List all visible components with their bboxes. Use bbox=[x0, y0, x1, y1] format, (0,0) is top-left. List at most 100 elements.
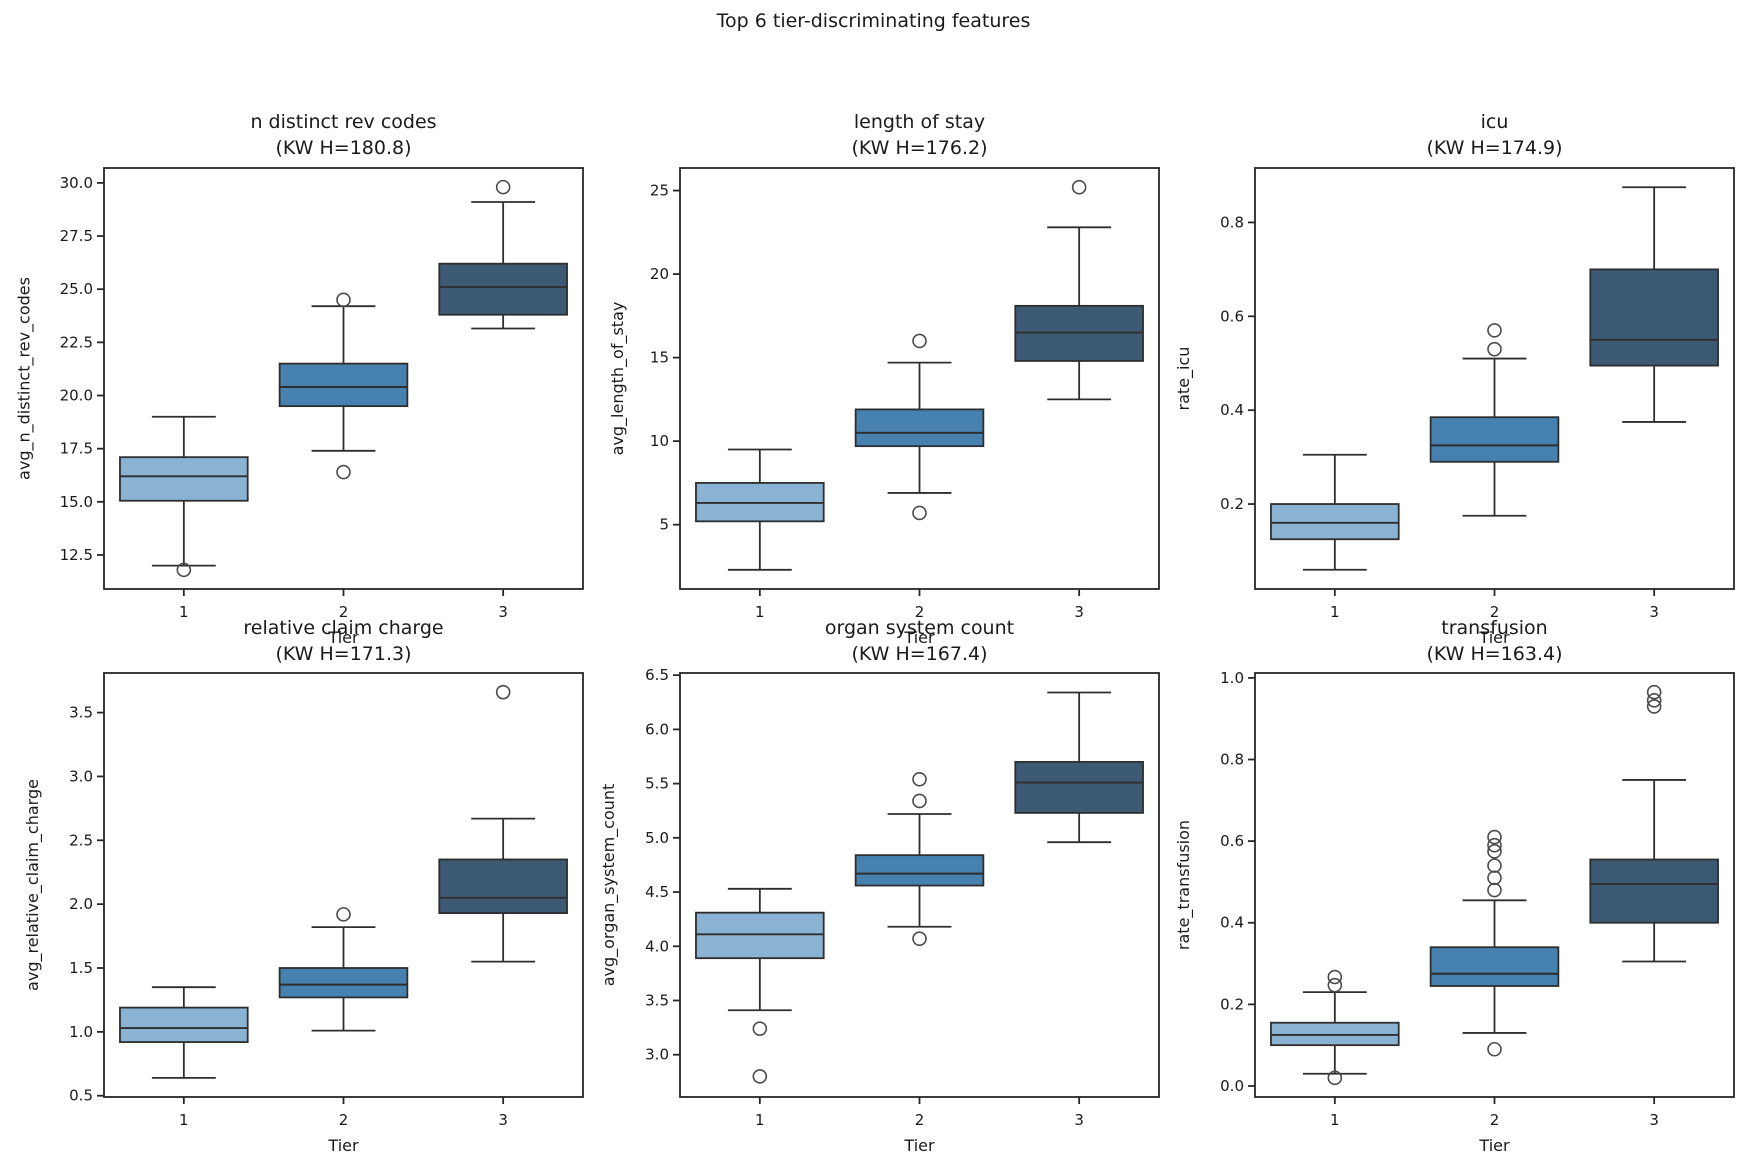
x-tick-label: 2 bbox=[339, 603, 349, 621]
subplot-relative-claim-charge: 0.5 1.0 1.5 2.0 2.5 3.0 3.5 avg_relative_claim_… bbox=[23, 617, 584, 1155]
box-tier-2 bbox=[1429, 323, 1560, 517]
iqr-box bbox=[1429, 946, 1560, 987]
box-tier-1 bbox=[119, 986, 249, 1079]
subplot-title: n distinct rev codes bbox=[250, 111, 436, 133]
y-tick-label: 25.0 bbox=[60, 280, 93, 298]
outlier-point bbox=[1487, 323, 1502, 338]
y-tick-label: 6.5 bbox=[645, 666, 669, 684]
subplot-title: icu bbox=[1481, 111, 1509, 133]
box-tier-1 bbox=[1270, 969, 1400, 1086]
x-axis-label: Tier bbox=[903, 1136, 935, 1155]
y-tick-label: 5.0 bbox=[645, 829, 669, 847]
x-axis-label: Tier bbox=[327, 1136, 359, 1155]
outlier-point bbox=[1327, 1070, 1343, 1086]
y-tick-label: 17.5 bbox=[60, 440, 93, 458]
box-tier-3 bbox=[1014, 691, 1144, 844]
y-tick-label: 0.5 bbox=[69, 1087, 93, 1105]
x-tick-label: 2 bbox=[339, 1111, 349, 1129]
box-tier-1 bbox=[695, 448, 825, 571]
figure-title: Top 6 tier-discriminating features bbox=[716, 10, 1031, 32]
x-tick-label: 1 bbox=[755, 1111, 765, 1129]
y-axis-label: rate_transfusion bbox=[1174, 820, 1194, 950]
y-tick-label: 6.0 bbox=[645, 720, 669, 738]
y-tick-label: 27.5 bbox=[60, 227, 93, 245]
iqr-box bbox=[1270, 1021, 1400, 1047]
outlier-point bbox=[752, 1021, 768, 1036]
y-tick-label: 5 bbox=[659, 516, 669, 534]
outlier-point bbox=[1487, 858, 1502, 873]
y-tick-label: 20.0 bbox=[60, 387, 93, 405]
subplot-title: transfusion bbox=[1441, 617, 1547, 639]
outlier-point bbox=[1071, 179, 1087, 195]
x-axis-label: Tier bbox=[1478, 1136, 1510, 1155]
y-tick-label: 5.5 bbox=[645, 775, 669, 793]
outlier-point bbox=[1646, 699, 1662, 714]
y-axis-label: avg_relative_claim_charge bbox=[23, 779, 43, 991]
subplot-organ-system-count: 3.0 3.5 4.0 4.5 5.0 5.5 6.0 6.5 avg_organ_system… bbox=[599, 617, 1160, 1155]
outlier-point bbox=[752, 1069, 768, 1084]
y-tick-label: 2.5 bbox=[69, 831, 93, 849]
outlier-point bbox=[1327, 969, 1343, 985]
y-tick-label: 22.5 bbox=[60, 333, 93, 351]
subplot-subtitle: (KW H=174.9) bbox=[1426, 137, 1562, 159]
outlier-point bbox=[495, 684, 511, 700]
y-tick-label: 1.0 bbox=[1220, 669, 1244, 687]
subplot-title: organ system count bbox=[825, 617, 1014, 639]
outlier-point bbox=[912, 793, 927, 809]
iqr-box bbox=[695, 911, 825, 960]
subplot-title: relative claim charge bbox=[243, 617, 443, 639]
y-tick-label: 4.0 bbox=[645, 937, 669, 955]
x-tick-label: 1 bbox=[179, 603, 189, 621]
y-tick-label: 10 bbox=[650, 432, 669, 450]
subplot-subtitle: (KW H=176.2) bbox=[851, 137, 987, 159]
x-tick-label: 3 bbox=[498, 603, 508, 621]
subplot-subtitle: (KW H=171.3) bbox=[275, 643, 411, 665]
y-tick-label: 4.5 bbox=[645, 883, 669, 901]
y-tick-label: 3.5 bbox=[69, 704, 93, 722]
subplot-transfusion: 0.0 0.2 0.4 0.6 0.8 1.0 rate_transfusion transf… bbox=[1174, 617, 1735, 1155]
y-tick-label: 25 bbox=[650, 182, 669, 200]
y-tick-label: 15.0 bbox=[60, 493, 93, 511]
iqr-box bbox=[1014, 761, 1144, 814]
iqr-box bbox=[119, 456, 249, 502]
x-axis-label: Tier bbox=[903, 628, 935, 647]
iqr-box bbox=[438, 858, 568, 914]
box-tier-2 bbox=[854, 333, 985, 521]
outlier-point bbox=[176, 562, 192, 578]
outlier-point bbox=[1487, 341, 1502, 357]
x-tick-label: 2 bbox=[915, 1111, 925, 1129]
outlier-point bbox=[336, 464, 351, 480]
x-tick-label: 2 bbox=[1490, 603, 1500, 621]
outlier-point bbox=[912, 505, 927, 521]
subplot-title: length of stay bbox=[854, 111, 985, 133]
box-tier-3 bbox=[1589, 684, 1719, 963]
x-axis-label: Tier bbox=[327, 628, 359, 647]
y-axis-label: avg_organ_system_count bbox=[599, 784, 619, 987]
subplot-length-of-stay: 5 10 15 20 25 avg_length_of_stay length of sta… bbox=[608, 111, 1160, 647]
iqr-box bbox=[438, 262, 568, 316]
subplot-subtitle: (KW H=163.4) bbox=[1426, 643, 1562, 665]
x-tick-label: 1 bbox=[1330, 1111, 1340, 1129]
y-tick-label: 3.0 bbox=[69, 767, 93, 785]
outlier-point bbox=[912, 771, 927, 787]
y-tick-label: 12.5 bbox=[60, 546, 93, 564]
subplot-icu: 0.2 0.4 0.6 0.8 rate_icu icu (KW H=174.9) 1 2 3 Ti… bbox=[1174, 111, 1735, 647]
box-tier-3 bbox=[1014, 179, 1144, 401]
outlier-point bbox=[912, 333, 927, 349]
iqr-box bbox=[119, 1006, 249, 1043]
y-tick-label: 0.0 bbox=[1220, 1077, 1244, 1095]
box-tier-3 bbox=[438, 684, 568, 963]
box-tier-2 bbox=[1429, 829, 1560, 1057]
y-tick-label: 3.0 bbox=[645, 1046, 669, 1064]
iqr-box bbox=[278, 362, 409, 408]
x-tick-label: 1 bbox=[179, 1111, 189, 1129]
box-tier-2 bbox=[278, 907, 409, 1032]
x-tick-label: 3 bbox=[1074, 603, 1084, 621]
iqr-box bbox=[1589, 268, 1719, 367]
iqr-box bbox=[854, 408, 985, 448]
y-tick-label: 20 bbox=[650, 265, 669, 283]
box-tier-1 bbox=[119, 415, 249, 578]
x-tick-label: 1 bbox=[755, 603, 765, 621]
y-tick-label: 0.8 bbox=[1220, 213, 1244, 231]
x-axis-label: Tier bbox=[1478, 628, 1510, 647]
